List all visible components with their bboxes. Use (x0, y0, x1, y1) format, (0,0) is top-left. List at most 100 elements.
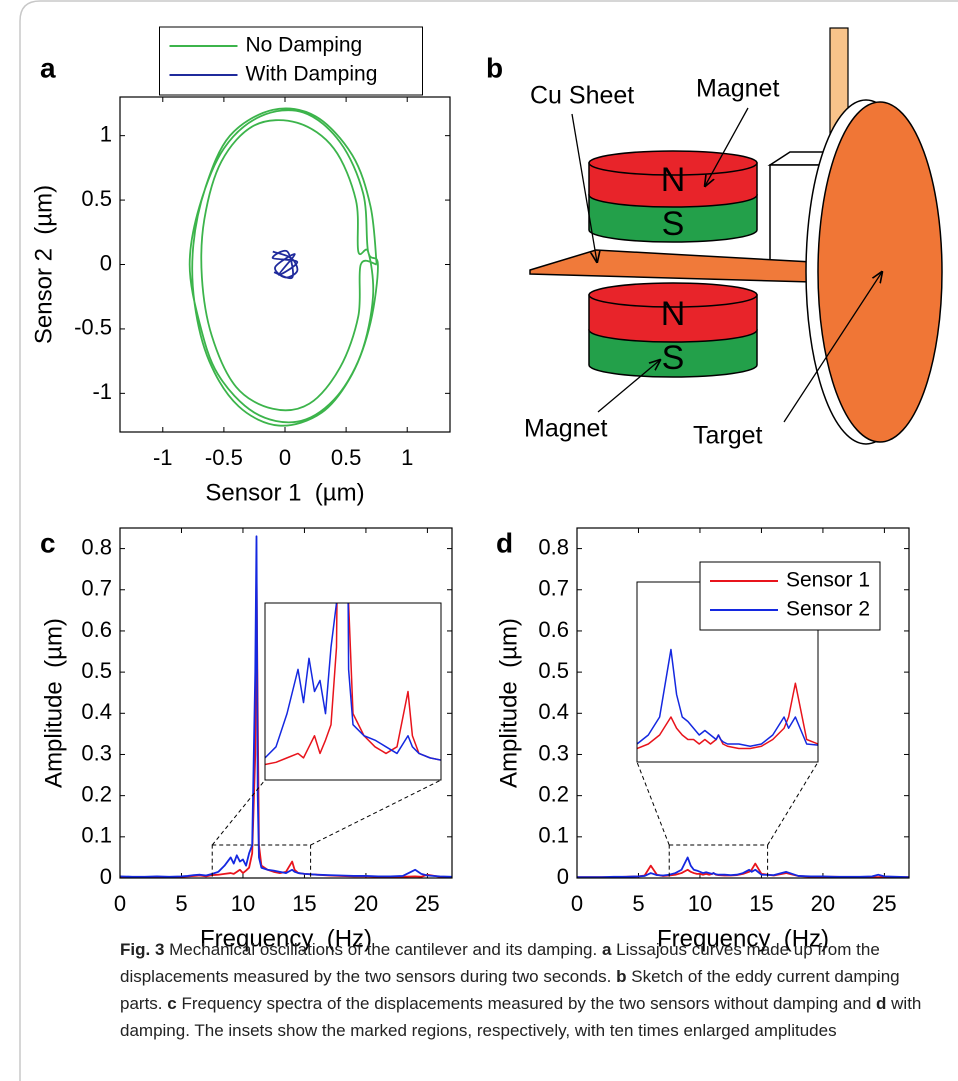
label: Magnet (696, 75, 779, 103)
magnet-top (588, 282, 758, 308)
legend-label: No Damping (246, 34, 363, 57)
zoom-region (668, 844, 769, 879)
y-tick-label: 0.6 (81, 617, 112, 642)
zoom-connector (310, 779, 442, 846)
x-tick-label: 0 (279, 445, 291, 470)
series-line (120, 535, 452, 878)
caption-text: with damping. The insets show the marked… (120, 994, 922, 1040)
target (817, 101, 943, 443)
y-axis-label: Amplitude (µm) (40, 618, 67, 788)
legend-label: Sensor 2 (786, 598, 870, 621)
caption-text: c (167, 994, 177, 1013)
legend-label: Sensor 1 (786, 569, 870, 592)
panel-label: a (40, 52, 56, 83)
caption-text: a (601, 940, 612, 959)
y-tick-label: 0.8 (538, 534, 569, 559)
x-axis-label: Sensor 1 (µm) (205, 479, 364, 506)
x-tick-label: 15 (749, 891, 773, 916)
y-tick-label: 0.5 (538, 658, 569, 683)
inset-box (264, 602, 442, 781)
caption-label: Fig. 3 (120, 940, 165, 959)
series-line (188, 107, 379, 427)
y-tick-label: 0.1 (538, 823, 569, 848)
y-tick-label: 0.8 (81, 534, 112, 559)
plot: a -1 -0.5 0 0.5 1 -1 -0.5 0 0.5 1 Sensor 1 (µm) Sens… (30, 26, 451, 506)
y-tick-label: 0.2 (538, 781, 569, 806)
x-tick-label: 10 (231, 891, 255, 916)
caption: Fig. 3 Mechanical oscillations of the ca… (120, 936, 935, 1044)
panel-label: b (486, 52, 503, 83)
caption-text: Sketch of the eddy current damping parts… (120, 967, 900, 1013)
panel-label: d (496, 527, 513, 558)
y-tick-label: 0.2 (81, 781, 112, 806)
x-tick-label: 25 (415, 891, 439, 916)
zoom-connector (767, 761, 819, 846)
inset-line (637, 648, 818, 747)
y-tick-label: 0 (100, 864, 112, 889)
series-line (271, 250, 299, 280)
x-tick-label: 25 (872, 891, 896, 916)
x-tick-label: 15 (292, 891, 316, 916)
pole-label: S (662, 339, 685, 377)
inset-series (637, 648, 818, 750)
y-tick-label: -0.5 (74, 315, 112, 340)
axes-box (119, 96, 451, 433)
y-axis-label: Sensor 2 (µm) (30, 185, 57, 344)
label: Cu Sheet (530, 82, 634, 110)
label: Target (693, 422, 763, 450)
series-group (577, 856, 909, 878)
plot-area (120, 97, 450, 432)
x-tick-label: 20 (354, 891, 378, 916)
y-tick-label: 0 (557, 864, 569, 889)
x-tick-label: 10 (688, 891, 712, 916)
y-tick-label: 0.3 (538, 740, 569, 765)
plot: c 0 5 10 15 20 25 0 0.1 0.2 0.3 0.4 0.5 0.6 0.7 0.8 Freq… (40, 527, 453, 952)
arrow (597, 360, 660, 413)
zoom-connector (636, 761, 670, 846)
x-tick-label: 5 (632, 891, 644, 916)
x-axis-label: Frequency (Hz) (657, 925, 829, 952)
caption-text: b (616, 967, 627, 986)
y-tick-label: 0 (100, 250, 112, 275)
diagram: b N S N S Cu Sheet Magnet Magnet Target (486, 27, 943, 450)
y-tick-label: 0.1 (81, 823, 112, 848)
y-tick-label: 0.6 (538, 617, 569, 642)
pole-label: N (661, 161, 686, 199)
pole-label: S (662, 205, 685, 243)
y-tick-label: 0.5 (81, 186, 112, 211)
x-axis-label: Frequency (Hz) (200, 925, 372, 952)
x-tick-label: 1 (401, 445, 413, 470)
inset-area (265, 603, 441, 780)
y-tick-label: 1 (100, 121, 112, 146)
label: Magnet (524, 415, 607, 443)
y-axis-label: Amplitude (µm) (495, 618, 522, 788)
series-group (120, 535, 452, 878)
magnet-north (588, 294, 758, 343)
arrow (783, 272, 882, 423)
x-tick-label: 20 (811, 891, 835, 916)
x-tick-label: -0.5 (205, 445, 243, 470)
legend-box (699, 561, 881, 631)
panel-label: c (40, 527, 56, 558)
y-tick-label: 0.4 (538, 699, 569, 724)
magnet-south (588, 329, 758, 378)
magnet-south (588, 194, 758, 243)
caption-text: d (876, 994, 887, 1013)
caption-text: Mechanical oscillations of the cantileve… (169, 940, 598, 959)
series-line (577, 856, 909, 878)
arrow (705, 107, 749, 186)
arrow (571, 113, 597, 262)
plot: d 0 5 10 15 20 25 0 0.1 0.2 0.3 0.4 0.5 0.6 0.7 0.8 Freq… (495, 527, 910, 952)
x-tick-label: 0 (571, 891, 583, 916)
y-tick-label: 0.4 (81, 699, 112, 724)
x-tick-label: -1 (153, 445, 173, 470)
y-tick-label: 0.5 (81, 658, 112, 683)
caption-text: Frequency spectra of the displacements m… (181, 994, 872, 1013)
y-tick-label: 0.7 (538, 576, 569, 601)
frame (19, 0, 958, 1081)
y-tick-label: 0.7 (81, 576, 112, 601)
x-tick-label: 0.5 (331, 445, 362, 470)
caption-text: Lissajous curves made up from the displa… (120, 940, 880, 986)
